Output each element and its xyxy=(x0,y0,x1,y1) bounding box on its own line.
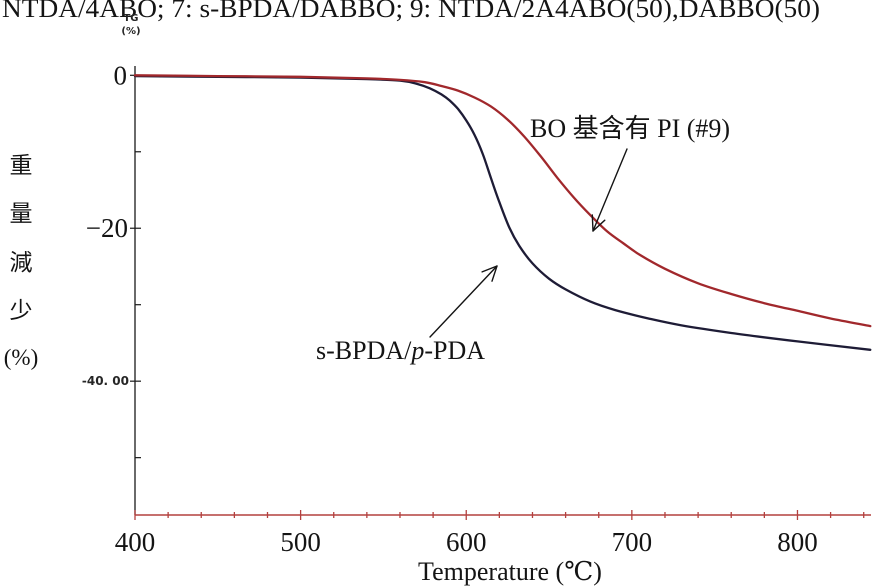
y-tick-label: −20 xyxy=(86,213,128,243)
x-tick-label: 800 xyxy=(777,527,818,557)
y-axis-title-char: 重 xyxy=(10,153,33,178)
annotation-arrow-line xyxy=(592,148,628,232)
y-tick-label: 0 xyxy=(114,60,128,90)
x-tick-label: 400 xyxy=(115,527,156,557)
annotation-bo-pi: BO 基含有 PI (#9) xyxy=(530,114,730,232)
y-tick-label: -40. 00 xyxy=(82,374,129,388)
x-tick-label: 600 xyxy=(446,527,487,557)
axis-caption-unit: (%) xyxy=(121,26,140,37)
series-line-s-bpda-p-pda xyxy=(133,74,872,351)
series-label-italic-part: p xyxy=(409,336,424,365)
y-axis-title-unit: (%) xyxy=(4,345,38,370)
axis-caption-tg: TG xyxy=(123,13,138,24)
y-axis-title: 重 量 減 少 (%) xyxy=(4,153,38,370)
series-label-bo-pi-9: BO 基含有 PI (#9) xyxy=(530,114,730,143)
y-axis-title-char: 減 xyxy=(10,250,33,275)
annotation-arrow-head xyxy=(481,265,498,282)
x-axis-title: Temperature (℃) xyxy=(418,557,602,586)
axis-caption: TG (%) xyxy=(121,13,140,37)
y-axis-title-char: 量 xyxy=(10,201,33,226)
y-axis-title-char: 少 xyxy=(10,298,33,323)
x-axis-ticks xyxy=(134,510,865,520)
x-tick-label: 500 xyxy=(280,527,321,557)
annotation-arrow-head xyxy=(591,214,606,232)
series-line-bo-pi-9 xyxy=(133,74,872,328)
x-tick-label: 700 xyxy=(612,527,653,557)
annotation-arrow-line xyxy=(429,265,498,338)
series-label-s-bpda-p-pda: s-BPDA/p-PDA xyxy=(316,336,485,365)
header-caption: NTDA/4ABO; 7: s-BPDA/DABBO; 9: NTDA/2A4A… xyxy=(2,0,820,23)
annotation-s-bpda-p-pda: s-BPDA/p-PDA xyxy=(316,265,498,365)
